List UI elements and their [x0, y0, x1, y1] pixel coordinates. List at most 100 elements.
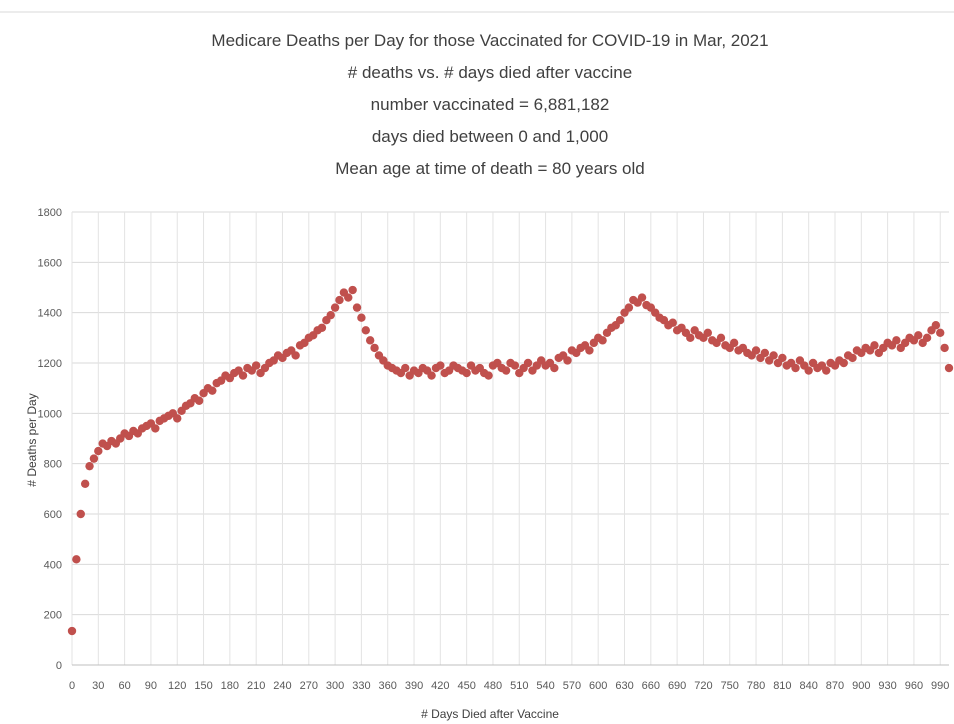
- data-point: [936, 328, 945, 337]
- data-point: [67, 626, 77, 636]
- data-point: [563, 356, 572, 365]
- data-point: [330, 303, 340, 312]
- data-point: [401, 363, 410, 373]
- x-tick-label: 180: [221, 680, 239, 692]
- x-tick-label: 990: [931, 680, 949, 692]
- data-point: [317, 323, 327, 332]
- data-point: [344, 293, 353, 302]
- x-tick-label: 900: [852, 680, 870, 692]
- data-point: [484, 371, 493, 380]
- data-point: [76, 509, 85, 519]
- data-point: [940, 343, 949, 353]
- data-point: [637, 293, 647, 302]
- x-tick-label: 690: [668, 680, 686, 692]
- data-point: [326, 310, 335, 320]
- data-point: [804, 366, 813, 375]
- x-tick-label: 390: [405, 680, 423, 692]
- data-point: [370, 343, 379, 353]
- x-tick-label: 0: [69, 680, 75, 692]
- x-tick-label: 750: [721, 680, 739, 692]
- x-tick-label: 930: [878, 680, 896, 692]
- data-point: [615, 316, 625, 325]
- data-point: [462, 368, 471, 378]
- data-point: [89, 454, 99, 463]
- x-axis-label: # Days Died after Vaccine: [421, 707, 559, 721]
- y-tick-label: 400: [44, 559, 62, 571]
- x-tick-label: 120: [168, 680, 186, 692]
- data-point: [510, 361, 520, 370]
- data-point: [427, 371, 436, 380]
- y-tick-label: 1000: [38, 408, 62, 420]
- y-tick-label: 600: [44, 509, 62, 521]
- x-tick-label: 870: [826, 680, 844, 692]
- x-tick-label: 960: [905, 680, 923, 692]
- data-point: [848, 353, 857, 363]
- x-tick-label: 840: [800, 680, 818, 692]
- data-point: [523, 358, 533, 368]
- subtitle: days died between 0 and 1,000: [372, 127, 608, 146]
- data-point: [251, 361, 261, 370]
- data-point: [729, 338, 739, 348]
- y-tick-label: 1400: [38, 308, 62, 320]
- data-point: [94, 446, 103, 456]
- x-tick-label: 510: [510, 680, 528, 692]
- x-tick-label: 330: [352, 680, 370, 692]
- data-point: [348, 285, 357, 295]
- grid: 0 200 400 600 800 1000 1200 1400 1600 1800 0 30 60 90…: [38, 207, 950, 692]
- data-point: [914, 331, 923, 340]
- data-point: [352, 303, 362, 312]
- x-tick-label: 450: [457, 680, 475, 692]
- y-tick-label: 800: [44, 459, 62, 471]
- data-point: [870, 341, 879, 350]
- x-tick-label: 420: [431, 680, 449, 692]
- data-point: [760, 348, 770, 358]
- data-point: [598, 336, 607, 345]
- data-point: [668, 318, 677, 327]
- data-point: [361, 326, 370, 335]
- data-point: [585, 346, 594, 355]
- y-tick-label: 0: [56, 660, 62, 672]
- x-tick-label: 150: [194, 680, 212, 692]
- x-tick-label: 630: [615, 680, 633, 692]
- data-point: [703, 328, 713, 337]
- x-tick-label: 300: [326, 680, 344, 692]
- x-tick-label: 480: [484, 680, 502, 692]
- x-tick-label: 810: [773, 680, 791, 692]
- chart-title: Medicare Deaths per Day for those Vaccin…: [211, 31, 768, 50]
- data-point: [624, 303, 634, 312]
- data-point: [194, 396, 204, 405]
- x-tick-label: 240: [273, 680, 291, 692]
- x-tick-label: 600: [589, 680, 607, 692]
- y-axis-label: # Deaths per Day: [25, 393, 39, 486]
- data-point: [791, 363, 800, 373]
- y-tick-label: 1600: [38, 257, 62, 269]
- y-tick-label: 200: [44, 610, 62, 622]
- data-point: [335, 295, 344, 305]
- points: [67, 285, 954, 636]
- data-point: [72, 555, 81, 564]
- data-point: [686, 333, 695, 343]
- data-point: [550, 363, 559, 373]
- x-tick-label: 210: [247, 680, 265, 692]
- data-point: [501, 366, 511, 375]
- x-tick-label: 720: [694, 680, 712, 692]
- x-tick-label: 90: [145, 680, 157, 692]
- data-point: [716, 333, 726, 343]
- data-point: [238, 371, 248, 380]
- data-point: [291, 351, 300, 360]
- data-point: [85, 461, 94, 471]
- data-point: [892, 336, 901, 345]
- subtitle: Mean age at time of death = 80 years old: [335, 159, 645, 178]
- y-tick-label: 1200: [38, 358, 62, 370]
- subtitle: # deaths vs. # days died after vaccine: [348, 63, 632, 82]
- data-point: [151, 424, 160, 433]
- x-tick-label: 540: [536, 680, 554, 692]
- data-point: [357, 313, 366, 322]
- data-point: [208, 386, 217, 395]
- data-point: [778, 353, 787, 363]
- data-point: [80, 479, 90, 488]
- data-point: [931, 321, 941, 330]
- data-point: [822, 366, 831, 375]
- data-point: [922, 333, 932, 343]
